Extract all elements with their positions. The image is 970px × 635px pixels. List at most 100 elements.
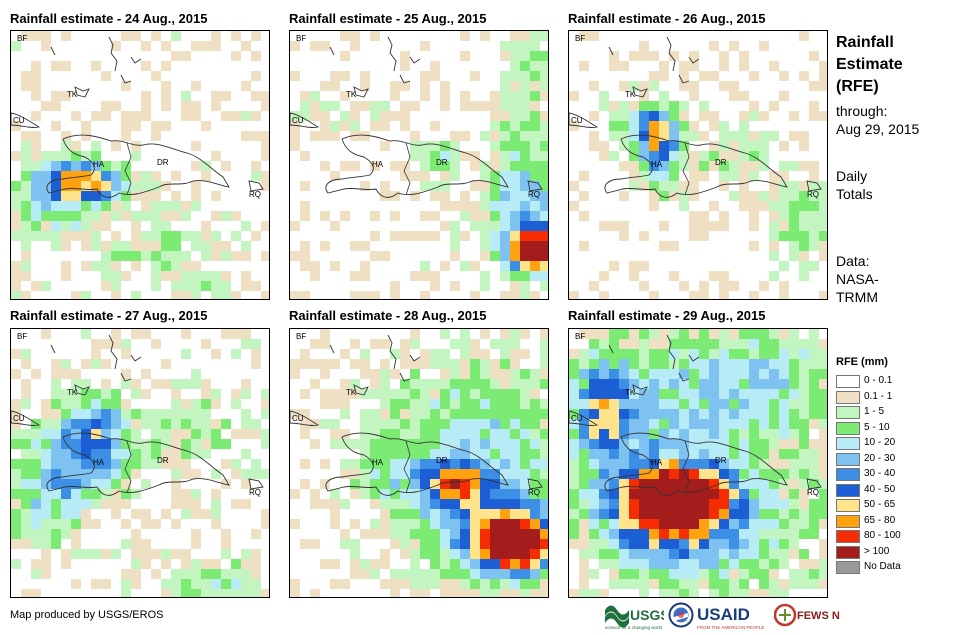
country-label-dr: DR	[436, 158, 448, 167]
rainfall-cell	[350, 439, 360, 449]
rainfall-cell	[161, 221, 171, 231]
rainfall-cell	[789, 181, 799, 191]
rainfall-cell	[81, 489, 91, 499]
rainfall-cell	[599, 589, 609, 597]
rainfall-cell	[380, 559, 390, 569]
rainfall-cell	[380, 469, 390, 479]
rainfall-cell	[719, 509, 729, 519]
rainfall-cell	[41, 409, 51, 419]
rainfall-cell	[121, 449, 131, 459]
rainfall-cell	[290, 589, 300, 597]
rainfall-cell	[430, 71, 440, 81]
legend-swatch	[836, 499, 860, 512]
rainfall-cell	[300, 251, 310, 261]
rainfall-cell	[619, 539, 629, 549]
rainfall-cell	[131, 439, 141, 449]
rainfall-cell	[41, 479, 51, 489]
rainfall-cell	[530, 549, 540, 559]
rainfall-cell	[330, 509, 340, 519]
rainfall-cell	[729, 379, 739, 389]
rainfall-cell	[111, 449, 121, 459]
rainfall-cell	[669, 579, 679, 589]
rainfall-cell	[649, 201, 659, 211]
rainfall-cell	[689, 579, 699, 589]
rainfall-cell	[789, 509, 799, 519]
rainfall-cell	[31, 469, 41, 479]
rainfall-cell	[819, 251, 827, 261]
rainfall-cell	[530, 171, 540, 181]
rainfall-cell	[689, 161, 699, 171]
rainfall-cell	[420, 161, 430, 171]
rainfall-cell	[599, 519, 609, 529]
rainfall-cell	[789, 539, 799, 549]
rainfall-cell	[31, 419, 41, 429]
rainfall-cell	[619, 131, 629, 141]
panel-title-28-aug: Rainfall estimate - 28 Aug., 2015	[289, 308, 487, 323]
rainfall-cell	[161, 91, 171, 101]
rainfall-cell	[380, 359, 390, 369]
rainfall-cell	[111, 399, 121, 409]
rainfall-cell	[799, 251, 809, 261]
rainfall-cell	[530, 519, 540, 529]
rainfall-cell	[31, 479, 41, 489]
rainfall-cell	[310, 261, 320, 271]
rainfall-cell	[569, 409, 579, 419]
rainfall-cell	[450, 231, 460, 241]
rainfall-cell	[21, 271, 31, 281]
country-label-dr: DR	[436, 456, 448, 465]
rainfall-cell	[420, 549, 430, 559]
rainfall-cell	[540, 81, 548, 91]
rainfall-cell	[91, 449, 101, 459]
rainfall-cell	[490, 221, 500, 231]
country-label-rq: RQ	[528, 488, 540, 497]
rainfall-cell	[51, 359, 61, 369]
rainfall-cell	[31, 191, 41, 201]
rainfall-cell	[141, 231, 151, 241]
rainfall-cell	[400, 419, 410, 429]
rainfall-cell	[380, 499, 390, 509]
rainfall-cell	[141, 251, 151, 261]
rainfall-cell	[71, 539, 81, 549]
rainfall-cell	[11, 489, 21, 499]
rainfall-cell	[211, 101, 221, 111]
rainfall-cell	[191, 399, 201, 409]
rainfall-cell	[530, 71, 540, 81]
rainfall-cell	[540, 271, 548, 281]
rainfall-cell	[101, 469, 111, 479]
rainfall-cell	[739, 369, 749, 379]
rainfall-cell	[749, 211, 759, 221]
rainfall-cell	[420, 519, 430, 529]
rainfall-cell	[809, 559, 819, 569]
rainfall-cell	[679, 569, 689, 579]
rainfall-cell	[340, 399, 350, 409]
rainfall-cell	[121, 211, 131, 221]
country-label-ha: HA	[651, 458, 663, 467]
rainfall-cell	[91, 419, 101, 429]
rainfall-cell	[669, 151, 679, 161]
rainfall-cell	[659, 409, 669, 419]
rainfall-cell	[789, 429, 799, 439]
rainfall-cell	[659, 559, 669, 569]
rainfall-cell	[380, 479, 390, 489]
rainfall-cell	[809, 111, 819, 121]
rainfall-cell	[799, 429, 809, 439]
rainfall-cell	[769, 509, 779, 519]
rainfall-cell	[201, 389, 211, 399]
rainfall-cell	[61, 479, 71, 489]
rainfall-cell	[579, 61, 589, 71]
rainfall-cell	[191, 281, 201, 291]
rainfall-cell	[779, 469, 789, 479]
rainfall-cell	[21, 171, 31, 181]
rainfall-cell	[61, 449, 71, 459]
rainfall-cell	[490, 559, 500, 569]
rainfall-cell	[729, 41, 739, 51]
rainfall-cell	[699, 329, 709, 339]
rainfall-cell	[709, 201, 719, 211]
rainfall-cell	[689, 291, 699, 299]
rainfall-cell	[251, 419, 261, 429]
rainfall-cell	[460, 489, 470, 499]
rainfall-cell	[330, 559, 340, 569]
rainfall-cell	[440, 81, 450, 91]
rainfall-cell	[21, 359, 31, 369]
